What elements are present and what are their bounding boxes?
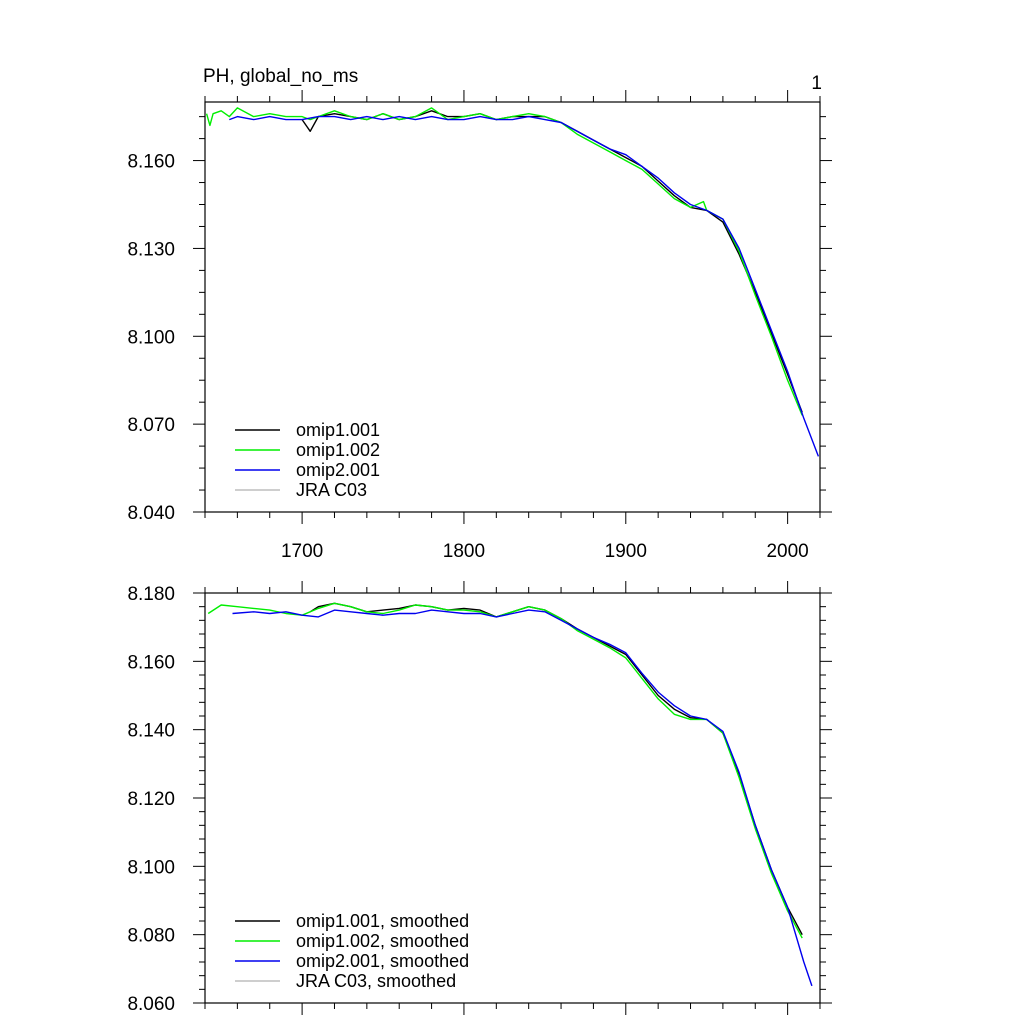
x-tick-label: 1900 [605,541,647,562]
y-tick-label: 8.070 [127,415,175,436]
y-tick-label: 8.180 [127,584,175,605]
x-tick-label: 1700 [281,541,323,562]
y-tick-label: 8.100 [127,857,175,878]
y-tick-label: 8.120 [127,789,175,810]
y-tick-label: 8.080 [127,926,175,947]
y-tick-label: 8.040 [127,503,175,524]
y-tick-label: 8.160 [127,652,175,673]
y-tick-label: 8.160 [127,152,175,173]
panel-label: 1 [811,73,822,94]
legend-label: omip1.002 [296,440,380,460]
legend-label: omip2.001, smoothed [296,951,469,971]
legend-label: JRA C03, smoothed [296,971,456,991]
chart-title: PH, global_no_ms [203,66,358,87]
y-tick-label: 8.130 [127,239,175,260]
legend-label: omip1.002, smoothed [296,931,469,951]
x-tick-label: 1800 [443,541,485,562]
y-tick-label: 8.140 [127,721,175,742]
y-tick-label: 8.100 [127,327,175,348]
y-tick-label: 8.060 [127,994,175,1015]
legend-label: omip1.001, smoothed [296,911,469,931]
legend-label: omip1.001 [296,420,380,440]
x-tick-label: 2000 [766,541,808,562]
legend-label: omip2.001 [296,460,380,480]
legend-label: JRA C03 [296,480,367,500]
